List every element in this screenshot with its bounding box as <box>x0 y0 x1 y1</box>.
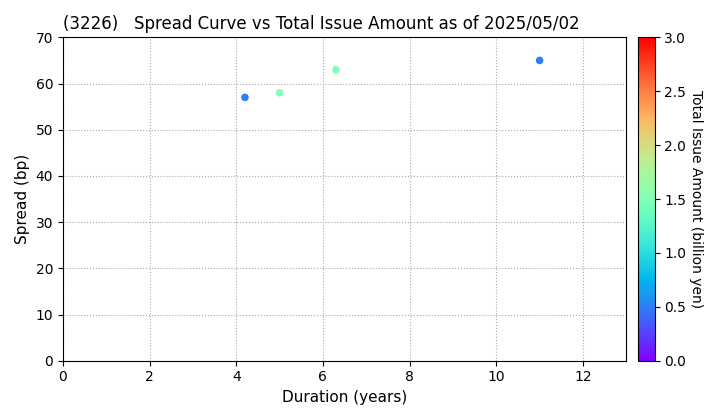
Y-axis label: Total Issue Amount (billion yen): Total Issue Amount (billion yen) <box>689 90 703 308</box>
Point <box>534 57 545 64</box>
X-axis label: Duration (years): Duration (years) <box>282 390 408 405</box>
Point <box>330 66 342 73</box>
Point <box>274 89 285 96</box>
Point <box>239 94 251 101</box>
Text: (3226)   Spread Curve vs Total Issue Amount as of 2025/05/02: (3226) Spread Curve vs Total Issue Amoun… <box>63 15 580 33</box>
Y-axis label: Spread (bp): Spread (bp) <box>15 154 30 244</box>
